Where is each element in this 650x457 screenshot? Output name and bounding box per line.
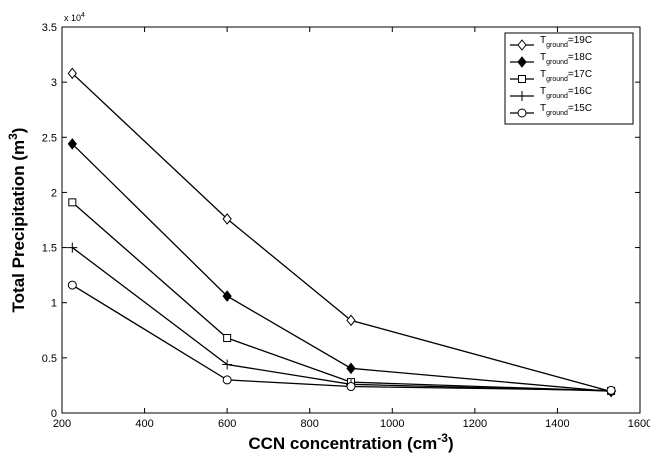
x-axis-title: CCN concentration (cm-3) bbox=[248, 431, 453, 453]
x-tick-label: 1400 bbox=[545, 418, 569, 430]
y-tick-label: 3.5 bbox=[42, 22, 57, 34]
data-point bbox=[67, 280, 77, 290]
data-point bbox=[222, 375, 232, 385]
data-point bbox=[346, 382, 356, 392]
data-point bbox=[67, 67, 77, 80]
y-ticks: 0 0.5 1 1.5 2 2.5 3 3.5 bbox=[42, 22, 640, 420]
series-line bbox=[71, 72, 612, 393]
legend-marker bbox=[517, 91, 527, 101]
y-tick-label: 0.5 bbox=[42, 353, 57, 365]
data-point bbox=[222, 359, 233, 370]
x-tick-label: 1600 bbox=[628, 418, 650, 430]
legend-item: Tground=19C bbox=[510, 35, 592, 51]
x-tick-label: 1200 bbox=[463, 418, 487, 430]
legend-marker bbox=[518, 75, 526, 83]
series-line bbox=[71, 284, 612, 392]
legend-label: Tground=18C bbox=[540, 52, 592, 66]
y-multiplier: x 104 bbox=[64, 12, 85, 23]
legend-item: Tground=15C bbox=[510, 103, 592, 118]
series-line bbox=[71, 143, 612, 393]
series-line bbox=[71, 201, 612, 392]
legend-marker bbox=[517, 108, 527, 118]
data-point bbox=[222, 213, 232, 225]
data-point bbox=[67, 242, 78, 253]
data-point bbox=[67, 138, 77, 150]
legend-item: Tground=17C bbox=[510, 69, 592, 83]
x-ticks: 200 400 600 800 1000 1200 1400 1600 bbox=[53, 27, 650, 430]
data-point bbox=[346, 362, 356, 375]
legend-marker bbox=[517, 56, 527, 68]
legend-label: Tground=16C bbox=[540, 86, 592, 100]
series-layer bbox=[67, 67, 617, 398]
y-tick-label: 1.5 bbox=[42, 243, 57, 255]
legend-label: Tground=17C bbox=[540, 69, 592, 83]
legend-marker bbox=[517, 39, 527, 51]
data-point bbox=[606, 385, 616, 395]
y-tick-label: 2 bbox=[51, 187, 57, 199]
x-tick-label: 400 bbox=[135, 418, 153, 430]
legend: Tground=19C Tground=18C Tground=17C Tground… bbox=[504, 32, 634, 125]
legend-label: Tground=15C bbox=[540, 103, 592, 117]
data-point bbox=[222, 290, 232, 302]
x-tick-label: 1000 bbox=[380, 418, 404, 430]
legend-item: Tground=18C bbox=[510, 52, 592, 68]
data-point bbox=[346, 314, 356, 327]
y-tick-label: 0 bbox=[51, 408, 57, 420]
y-tick-label: 2.5 bbox=[42, 132, 57, 144]
data-point bbox=[68, 198, 77, 207]
series-line bbox=[71, 247, 612, 392]
y-tick-label: 1 bbox=[51, 298, 57, 310]
data-point bbox=[223, 334, 232, 343]
x-tick-label: 800 bbox=[301, 418, 319, 430]
series-5 bbox=[67, 280, 616, 395]
x-tick-label: 200 bbox=[53, 418, 71, 430]
y-tick-label: 3 bbox=[51, 77, 57, 89]
legend-item: Tground=16C bbox=[510, 86, 592, 101]
y-axis-title: Total Precipitation (m3) bbox=[6, 128, 28, 313]
legend-label: Tground=19C bbox=[540, 35, 592, 49]
x-tick-label: 600 bbox=[218, 418, 236, 430]
